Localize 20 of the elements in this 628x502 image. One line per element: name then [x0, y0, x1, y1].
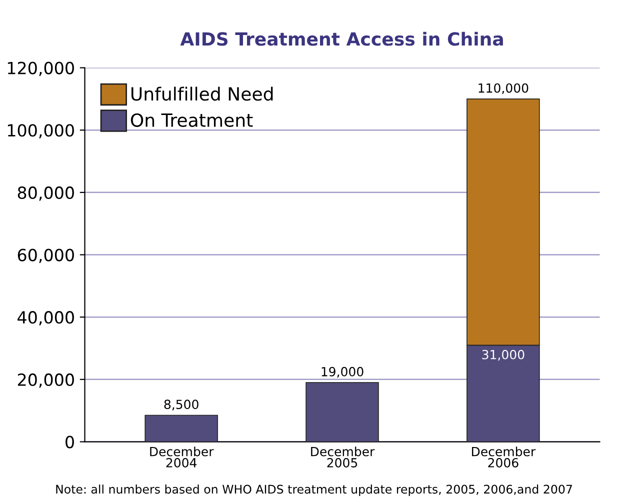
legend-label: Unfulfilled Need — [131, 86, 273, 101]
y-tick-label: 40,000 — [18, 311, 74, 326]
data-label: 31,000 — [482, 350, 524, 361]
text: Note: all numbers based on WHO AIDS treatment update reports, 2005, 2006,and 2007 — [56, 484, 572, 496]
y-tick-label: 120,000 — [8, 62, 74, 76]
bar — [144, 414, 218, 442]
y-tick-label: 20,000 — [18, 373, 74, 388]
total-label: 110,000 — [478, 83, 528, 94]
total-label: 8,500 — [164, 400, 198, 410]
total-label: 19,000 — [322, 366, 364, 378]
x-tick-label: December 2005 — [311, 446, 375, 468]
y-tick-label: 60,000 — [18, 248, 74, 264]
x-tick-label: December 2004 — [150, 446, 214, 468]
y-tick-label: 100,000 — [8, 124, 74, 138]
y-tick-label: 80,000 — [18, 186, 74, 201]
y-tick-label: 0 — [66, 436, 74, 448]
chart-title: AIDS Treatment Access in China — [180, 32, 503, 46]
bar — [306, 382, 379, 442]
legend-label: On Treatment — [130, 113, 253, 127]
x-tick-label: December 2006 — [472, 446, 536, 468]
